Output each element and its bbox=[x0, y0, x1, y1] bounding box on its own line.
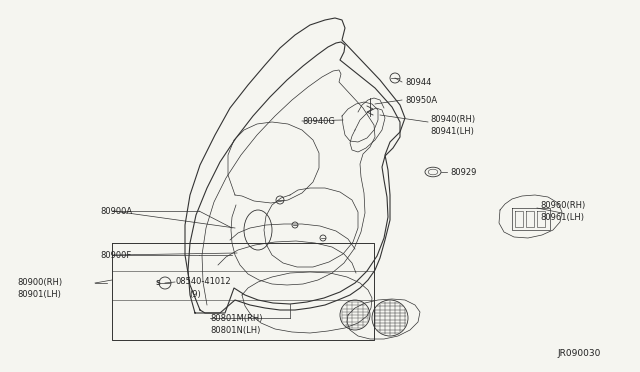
Text: 80961(LH): 80961(LH) bbox=[540, 212, 584, 221]
Text: 80900A: 80900A bbox=[100, 206, 132, 215]
Text: 08540-41012: 08540-41012 bbox=[175, 278, 230, 286]
Text: 80950A: 80950A bbox=[405, 96, 437, 105]
Text: 80960(RH): 80960(RH) bbox=[540, 201, 585, 209]
Text: JR090030: JR090030 bbox=[557, 350, 600, 359]
Text: 80940(RH): 80940(RH) bbox=[430, 115, 475, 124]
Text: 80929: 80929 bbox=[450, 167, 476, 176]
Text: S: S bbox=[156, 280, 161, 286]
Text: 80801M(RH): 80801M(RH) bbox=[210, 314, 262, 323]
Text: 80941(LH): 80941(LH) bbox=[430, 126, 474, 135]
Text: 80901(LH): 80901(LH) bbox=[17, 291, 61, 299]
Text: 80944: 80944 bbox=[405, 77, 431, 87]
Text: (9): (9) bbox=[189, 289, 201, 298]
Text: 80801N(LH): 80801N(LH) bbox=[210, 326, 260, 334]
Text: 80900(RH): 80900(RH) bbox=[17, 279, 62, 288]
Text: 80900F: 80900F bbox=[100, 250, 131, 260]
Text: 80940G: 80940G bbox=[302, 116, 335, 125]
